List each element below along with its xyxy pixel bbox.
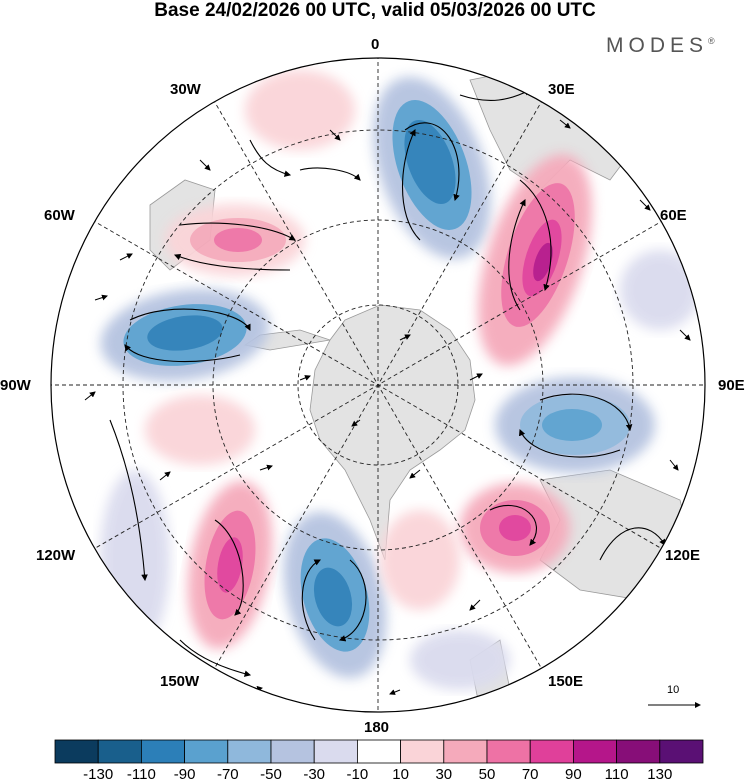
colorbar-tick-label: -10 <box>346 766 369 783</box>
anomaly-neg-weak-1 <box>410 630 510 690</box>
colorbar-tick-label: -130 <box>83 766 114 783</box>
colorbar-tick-label: 90 <box>565 766 582 783</box>
colorbar-tick-label: 30 <box>435 766 453 783</box>
colorbar-tick-label: -110 <box>126 766 156 783</box>
lon-label-60w: 60W <box>44 207 75 224</box>
lon-label-0: 0 <box>371 36 380 53</box>
anomaly-neg-weak-3 <box>620 250 700 330</box>
colorbar-swatch <box>573 739 618 764</box>
anomaly-shading <box>100 70 700 690</box>
reference-vector-label: 10 <box>667 684 680 696</box>
lon-label-30e: 30E <box>548 81 575 98</box>
colorbar <box>54 739 704 764</box>
lat-lon-grid <box>51 58 705 712</box>
brand-name: MODES <box>606 34 709 57</box>
colorbar-swatch <box>270 739 315 764</box>
colorbar-swatch <box>400 739 445 764</box>
colorbar-swatch <box>529 739 574 764</box>
colorbar-swatch <box>616 739 661 764</box>
anomaly-neg-weak-2 <box>100 470 170 650</box>
lon-label-90w: 90W <box>0 377 31 394</box>
anomaly-pos-weak-3 <box>380 510 460 610</box>
lon-label-180: 180 <box>364 719 390 736</box>
lon-label-150w: 150W <box>160 673 200 690</box>
lon-label-120w: 120W <box>36 547 76 564</box>
colorbar-tick-label: 110 <box>604 766 629 783</box>
colorbar-swatch <box>486 739 531 764</box>
colorbar-swatch <box>659 739 704 764</box>
colorbar-tick-label: -30 <box>303 766 326 783</box>
lon-label-120e: 120E <box>665 547 701 564</box>
colorbar-swatch <box>443 739 488 764</box>
colorbar-tick-label: -50 <box>260 766 282 783</box>
colorbar-tick-label: 130 <box>647 766 673 783</box>
lon-label-150e: 150E <box>548 673 584 690</box>
registered-mark: ® <box>708 36 715 46</box>
colorbar-tick-label: 10 <box>392 766 409 783</box>
wind-vectors <box>109 89 666 677</box>
anomaly-pos-weak-1 <box>245 70 355 150</box>
map-title: Base 24/02/2026 00 UTC, valid 05/03/2026… <box>154 0 596 21</box>
colorbar-tick-label: 70 <box>521 766 539 783</box>
lon-label-30w: 30W <box>170 81 201 98</box>
anomaly-pos-weak-2 <box>145 395 255 465</box>
colorbar-swatch <box>313 739 358 764</box>
colorbar-swatch <box>356 739 401 764</box>
colorbar-swatch <box>54 739 99 764</box>
colorbar-swatch <box>184 739 229 764</box>
antarctica-land <box>309 304 476 561</box>
map-boundary <box>50 57 706 713</box>
colorbar-swatch <box>227 739 272 764</box>
colorbar-swatch <box>140 739 185 764</box>
map-disk <box>51 58 705 712</box>
colorbar-swatch <box>97 739 142 764</box>
colorbar-tick-label: -90 <box>173 766 196 783</box>
short-vectors <box>84 119 691 695</box>
lon-label-90e: 90E <box>718 377 745 394</box>
colorbar-tick-label: 50 <box>478 766 496 783</box>
lon-label-60e: 60E <box>660 207 687 224</box>
modes-logo: MODES® <box>606 34 715 58</box>
colorbar-tick-label: -70 <box>216 766 239 783</box>
